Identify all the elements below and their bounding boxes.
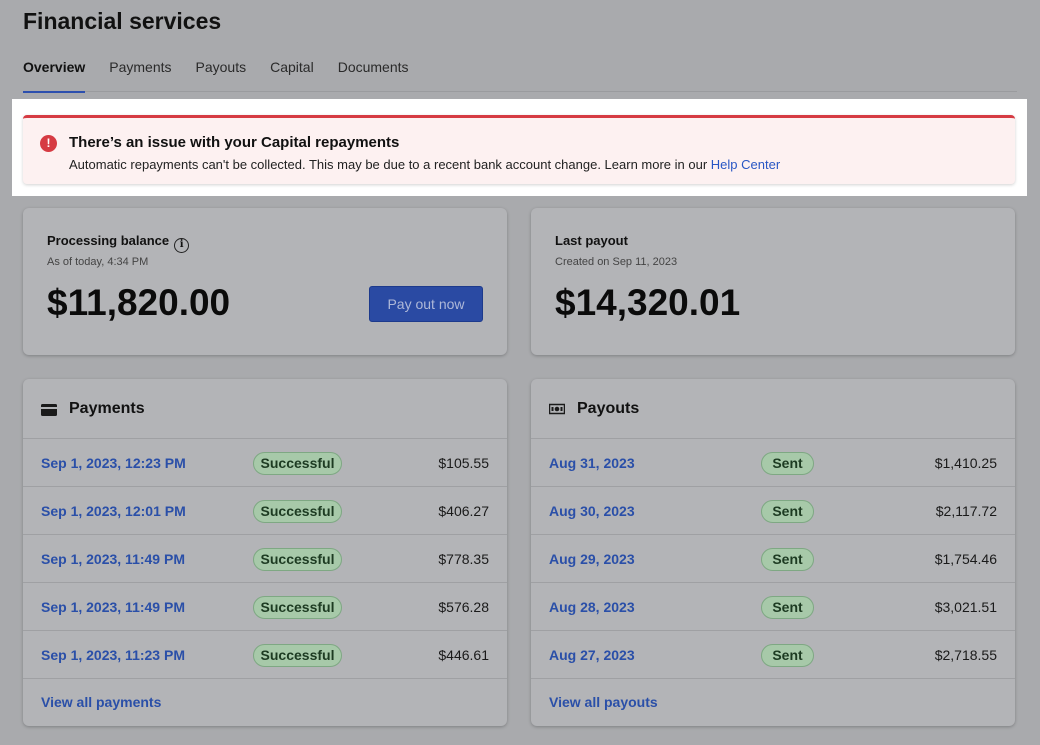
status-badge: Sent — [761, 500, 814, 523]
last-payout-date: Created on Sep 11, 2023 — [555, 256, 678, 268]
payouts-card: Payouts Aug 31, 2023 Sent $1,410.25 Aug … — [531, 379, 1015, 726]
payout-date-link[interactable]: Aug 30, 2023 — [549, 503, 635, 519]
payment-date-link[interactable]: Sep 1, 2023, 11:23 PM — [41, 647, 185, 663]
payments-card: Payments Sep 1, 2023, 12:23 PM Successfu… — [23, 379, 507, 726]
card-icon — [41, 403, 57, 421]
payment-amount: $446.61 — [438, 647, 489, 663]
payout-amount: $2,718.55 — [934, 647, 997, 663]
payment-amount: $406.27 — [438, 503, 489, 519]
payments-header: Payments — [23, 379, 507, 439]
table-row: Sep 1, 2023, 12:23 PM Successful $105.55 — [23, 439, 507, 487]
balance-amount: $11,820.00 — [47, 282, 231, 323]
table-row: Sep 1, 2023, 11:23 PM Successful $446.61 — [23, 631, 507, 679]
status-badge: Successful — [253, 500, 342, 523]
payouts-header: Payouts — [531, 379, 1015, 439]
payout-date-link[interactable]: Aug 28, 2023 — [549, 599, 635, 615]
help-center-link[interactable]: Help Center — [710, 157, 781, 172]
view-all-payouts-link[interactable]: View all payouts — [549, 694, 658, 710]
balance-timestamp: As of today, 4:34 PM — [47, 256, 149, 268]
status-badge: Sent — [761, 452, 814, 475]
status-badge: Successful — [253, 548, 342, 571]
payout-date-link[interactable]: Aug 29, 2023 — [549, 551, 635, 567]
info-icon[interactable]: i — [174, 238, 190, 253]
payment-date-link[interactable]: Sep 1, 2023, 12:23 PM — [41, 455, 186, 471]
alert-title: There’s an issue with your Capital repay… — [69, 134, 400, 151]
alert-banner: ! There’s an issue with your Capital rep… — [23, 115, 1015, 184]
table-row: Sep 1, 2023, 12:01 PM Successful $406.27 — [23, 487, 507, 535]
payout-date-link[interactable]: Aug 27, 2023 — [549, 647, 635, 663]
tab-bar: Overview Payments Payouts Capital Docume… — [23, 58, 1017, 93]
view-all-payments-link[interactable]: View all payments — [41, 694, 162, 710]
processing-balance-label-text: Processing balance — [47, 233, 170, 248]
payments-title: Payments — [69, 400, 145, 417]
payout-amount: $1,410.25 — [934, 455, 997, 471]
table-row: Aug 28, 2023 Sent $3,021.51 — [531, 583, 1015, 631]
payment-amount: $576.28 — [438, 599, 489, 615]
payment-date-link[interactable]: Sep 1, 2023, 11:49 PM — [41, 551, 185, 567]
tab-capital[interactable]: Capital — [270, 59, 314, 75]
pay-out-now-button[interactable]: Pay out now — [369, 286, 483, 322]
payment-amount: $778.35 — [438, 551, 489, 567]
last-payout-amount: $14,320.01 — [555, 282, 741, 323]
tab-payouts[interactable]: Payouts — [195, 59, 247, 75]
table-row: Aug 27, 2023 Sent $2,718.55 — [531, 631, 1015, 679]
error-icon: ! — [40, 135, 57, 152]
table-row: Aug 31, 2023 Sent $1,410.25 — [531, 439, 1015, 487]
payouts-title: Payouts — [577, 400, 640, 417]
status-badge: Sent — [761, 596, 814, 619]
table-row: Sep 1, 2023, 11:49 PM Successful $778.35 — [23, 535, 507, 583]
status-badge: Sent — [761, 644, 814, 667]
page-title: Financial services — [23, 8, 222, 34]
payment-amount: $105.55 — [438, 455, 489, 471]
payout-date-link[interactable]: Aug 31, 2023 — [549, 455, 635, 471]
payout-amount: $2,117.72 — [935, 503, 997, 519]
cash-icon — [548, 402, 566, 420]
tab-overview[interactable]: Overview — [23, 58, 86, 93]
payment-date-link[interactable]: Sep 1, 2023, 12:01 PM — [41, 503, 186, 519]
tab-payments[interactable]: Payments — [109, 59, 172, 75]
payout-amount: $3,021.51 — [934, 599, 997, 615]
table-row: Sep 1, 2023, 11:49 PM Successful $576.28 — [23, 583, 507, 631]
table-row: Aug 29, 2023 Sent $1,754.46 — [531, 535, 1015, 583]
status-badge: Sent — [761, 548, 814, 571]
payment-date-link[interactable]: Sep 1, 2023, 11:49 PM — [41, 599, 185, 615]
alert-message-text: Automatic repayments can't be collected.… — [69, 157, 711, 172]
processing-balance-card: Processing balance i As of today, 4:34 PM… — [23, 208, 507, 355]
status-badge: Successful — [253, 644, 342, 667]
status-badge: Successful — [253, 452, 342, 475]
alert-message: Automatic repayments can't be collected.… — [69, 157, 780, 172]
last-payout-card: Last payout Created on Sep 11, 2023 $14,… — [531, 208, 1015, 355]
status-badge: Successful — [253, 596, 342, 619]
last-payout-label: Last payout — [555, 233, 628, 248]
table-row: Aug 30, 2023 Sent $2,117.72 — [531, 487, 1015, 535]
tab-documents[interactable]: Documents — [337, 59, 409, 75]
processing-balance-label: Processing balance i — [47, 233, 190, 253]
payout-amount: $1,754.46 — [934, 551, 997, 567]
